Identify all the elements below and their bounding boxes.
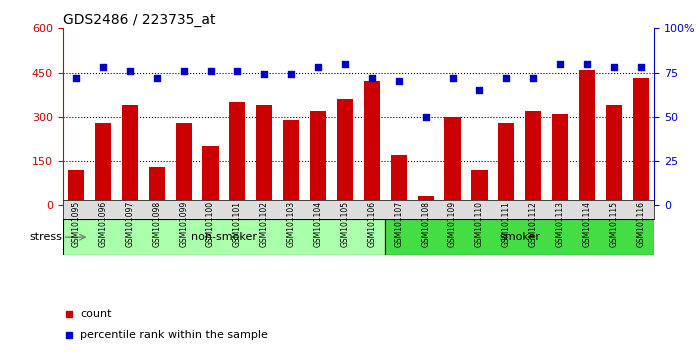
Bar: [520, 28, 546, 205]
Bar: [633, 79, 649, 205]
Point: [178, 68, 189, 74]
Bar: [439, 28, 466, 205]
Bar: [546, 28, 574, 205]
Point: [97, 64, 109, 70]
Text: GSM101105: GSM101105: [340, 201, 349, 247]
Bar: [305, 28, 331, 205]
Text: GSM101112: GSM101112: [529, 201, 538, 247]
Text: GSM101106: GSM101106: [367, 201, 377, 247]
Point: [420, 114, 432, 120]
Bar: [574, 28, 601, 205]
FancyBboxPatch shape: [63, 219, 386, 255]
Bar: [95, 123, 111, 205]
Point: [581, 61, 592, 67]
Text: GSM101108: GSM101108: [421, 201, 430, 247]
Text: non-smoker: non-smoker: [191, 232, 257, 242]
Bar: [525, 111, 541, 205]
Text: GSM101101: GSM101101: [233, 201, 242, 247]
Bar: [230, 102, 246, 205]
Bar: [466, 28, 493, 205]
Point: [285, 72, 296, 77]
Text: GSM101100: GSM101100: [206, 201, 215, 247]
Point: [447, 75, 458, 81]
Point: [125, 68, 136, 74]
Text: smoker: smoker: [499, 232, 540, 242]
Bar: [331, 28, 358, 205]
FancyBboxPatch shape: [386, 219, 654, 255]
Point: [259, 72, 270, 77]
Text: GSM101099: GSM101099: [179, 201, 188, 247]
Text: GSM101111: GSM101111: [502, 201, 511, 247]
Text: stress: stress: [30, 232, 63, 242]
Bar: [256, 105, 272, 205]
Point: [528, 75, 539, 81]
Bar: [601, 28, 627, 205]
Text: GSM101095: GSM101095: [72, 201, 81, 247]
Bar: [175, 123, 191, 205]
Text: GSM101096: GSM101096: [98, 201, 107, 247]
Text: GSM101107: GSM101107: [394, 201, 403, 247]
Bar: [364, 81, 380, 205]
Bar: [310, 111, 326, 205]
Bar: [390, 155, 407, 205]
Bar: [552, 114, 568, 205]
Bar: [68, 170, 84, 205]
Point: [501, 75, 512, 81]
Bar: [278, 28, 305, 205]
Text: count: count: [81, 309, 112, 319]
Point: [393, 79, 404, 84]
Text: percentile rank within the sample: percentile rank within the sample: [81, 330, 268, 340]
Text: GSM101115: GSM101115: [610, 201, 619, 247]
Point: [313, 64, 324, 70]
Bar: [251, 28, 278, 205]
Bar: [412, 28, 439, 205]
Point: [340, 61, 351, 67]
Bar: [606, 105, 622, 205]
Text: GSM101114: GSM101114: [583, 201, 592, 247]
Point: [232, 68, 243, 74]
Bar: [143, 28, 171, 205]
Bar: [149, 167, 165, 205]
Bar: [445, 117, 461, 205]
Bar: [122, 105, 138, 205]
Point: [474, 87, 485, 93]
Point: [151, 75, 162, 81]
Text: GDS2486 / 223735_at: GDS2486 / 223735_at: [63, 13, 215, 27]
Bar: [203, 146, 219, 205]
Bar: [283, 120, 299, 205]
Bar: [197, 28, 224, 205]
Bar: [171, 28, 197, 205]
Bar: [493, 28, 520, 205]
Bar: [579, 70, 595, 205]
Bar: [116, 28, 143, 205]
Bar: [63, 28, 90, 205]
Bar: [498, 123, 514, 205]
Point: [555, 61, 566, 67]
Text: GSM101104: GSM101104: [314, 201, 323, 247]
Bar: [90, 28, 116, 205]
Point: [70, 75, 81, 81]
Point: [366, 75, 377, 81]
Bar: [627, 28, 654, 205]
Text: GSM101113: GSM101113: [555, 201, 564, 247]
Point: [635, 64, 647, 70]
Bar: [418, 196, 434, 205]
Point: [608, 64, 619, 70]
Bar: [358, 28, 386, 205]
Point: [205, 68, 216, 74]
Bar: [386, 28, 412, 205]
Bar: [337, 99, 353, 205]
Text: GSM101097: GSM101097: [125, 201, 134, 247]
Text: GSM101098: GSM101098: [152, 201, 161, 247]
Text: GSM101103: GSM101103: [287, 201, 296, 247]
Bar: [224, 28, 251, 205]
Bar: [471, 170, 487, 205]
Text: GSM101102: GSM101102: [260, 201, 269, 247]
Text: GSM101110: GSM101110: [475, 201, 484, 247]
Text: GSM101109: GSM101109: [448, 201, 457, 247]
Text: GSM101116: GSM101116: [636, 201, 645, 247]
